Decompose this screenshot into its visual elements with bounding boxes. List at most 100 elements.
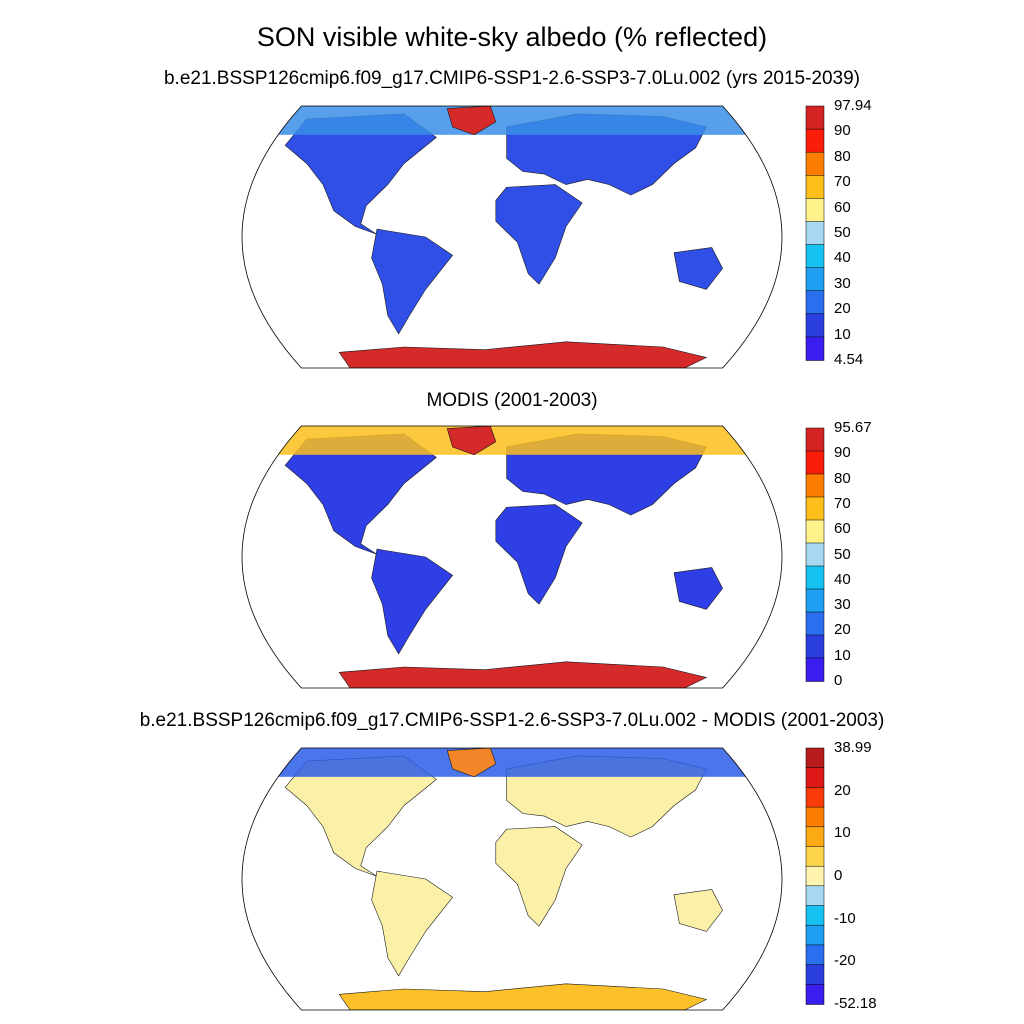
colorbar-segment <box>805 767 825 789</box>
map-frame <box>241 105 783 369</box>
colorbar-segment <box>805 806 825 828</box>
continent-greenland <box>446 426 497 456</box>
colorbar-label: 95.67 <box>834 419 872 436</box>
colorbar-segment <box>805 565 825 590</box>
colorbar-label: 90 <box>834 122 851 140</box>
colorbar-label: -52.18 <box>834 995 877 1012</box>
continent-africa <box>495 184 583 285</box>
continent-northamerica <box>284 433 437 555</box>
high-latitude-band <box>242 426 782 455</box>
continent-southamerica <box>371 228 454 335</box>
map-frame <box>241 425 783 689</box>
continent-greenland <box>446 106 497 136</box>
continent-southamerica <box>371 870 454 977</box>
colorbar-label: 90 <box>834 444 851 462</box>
continent-antarctica <box>338 983 708 1010</box>
colorbar-3 <box>805 747 825 1005</box>
colorbar-label: 30 <box>834 596 851 614</box>
colorbar-label: 60 <box>834 198 851 216</box>
colorbar-segment <box>805 267 825 292</box>
map-panel-3 <box>241 747 783 1011</box>
colorbar-segment <box>805 634 825 659</box>
colorbar-label: 70 <box>834 173 851 191</box>
colorbar-segment <box>805 427 825 452</box>
colorbar-segment <box>805 105 825 130</box>
colorbar-label: 80 <box>834 469 851 487</box>
continent-greenland <box>446 748 497 778</box>
colorbar-segment <box>805 924 825 946</box>
colorbar-segment <box>805 611 825 636</box>
colorbar-label: 50 <box>834 545 851 563</box>
colorbar-segment <box>805 244 825 269</box>
colorbar-label: 70 <box>834 494 851 512</box>
colorbar-segment <box>805 175 825 200</box>
map-frame <box>241 747 783 1011</box>
panel-3-subtitle: b.e21.BSSP126cmip6.f09_g17.CMIP6-SSP1-2.… <box>139 710 885 731</box>
high-latitude-band <box>242 106 782 135</box>
colorbar-segment <box>805 128 825 153</box>
land-fill <box>242 106 782 368</box>
continent-australia <box>673 247 723 290</box>
colorbar-segment <box>805 657 825 682</box>
colorbar-label: 38.99 <box>834 739 872 756</box>
colorbar-segment <box>805 542 825 567</box>
figure-title: SON visible white-sky albedo (% reflecte… <box>256 22 768 52</box>
colorbar-label: 0 <box>834 867 843 884</box>
colorbar-segment <box>805 519 825 544</box>
colorbar-label: -10 <box>834 909 856 927</box>
continent-australia <box>673 567 723 610</box>
colorbar-label: 20 <box>834 781 851 799</box>
colorbar-label: 20 <box>834 300 851 318</box>
colorbar-segment <box>805 588 825 613</box>
land-fill <box>242 426 782 688</box>
colorbar-segment <box>805 787 825 808</box>
colorbar-label: 30 <box>834 274 851 292</box>
high-latitude-band <box>242 748 782 777</box>
colorbar-segment <box>805 964 825 986</box>
land-fill <box>242 748 782 1010</box>
colorbar-segment <box>805 313 825 338</box>
colorbar-segment <box>805 905 825 926</box>
colorbar-label: 10 <box>834 325 851 343</box>
panel-2-subtitle: MODIS (2001-2003) <box>426 390 598 411</box>
colorbar-label: 10 <box>834 646 851 664</box>
panel-1-subtitle: b.e21.BSSP126cmip6.f09_g17.CMIP6-SSP1-2.… <box>163 68 861 89</box>
continent-antarctica <box>338 661 708 688</box>
colorbar-label: -20 <box>834 952 856 970</box>
colorbar-segment <box>805 221 825 246</box>
colorbar-label: 20 <box>834 621 851 639</box>
colorbar-segment <box>805 846 825 867</box>
colorbar-segment <box>805 826 825 848</box>
colorbar-1 <box>805 105 825 361</box>
continent-australia <box>673 889 723 932</box>
colorbar-segment <box>805 747 825 769</box>
continent-africa <box>495 826 583 927</box>
continent-southamerica <box>371 548 454 655</box>
colorbar-label: 0 <box>834 672 843 689</box>
continent-northamerica <box>284 755 437 877</box>
colorbar-segment <box>805 865 825 887</box>
colorbar-segment <box>805 336 825 361</box>
continent-antarctica <box>338 341 708 368</box>
colorbar-label: 10 <box>834 824 851 842</box>
colorbar-label: 50 <box>834 224 851 241</box>
continent-northamerica <box>284 113 437 235</box>
colorbar-segment <box>805 198 825 223</box>
map-panel-2 <box>241 425 783 689</box>
colorbar-segment <box>805 885 825 907</box>
colorbar-label: 80 <box>834 147 851 165</box>
colorbar-2 <box>805 427 825 682</box>
colorbar-label: 60 <box>834 520 851 538</box>
colorbar-segment <box>805 473 825 498</box>
colorbar-segment <box>805 984 825 1005</box>
colorbar-segment <box>805 290 825 315</box>
colorbar-label: 97.94 <box>834 97 872 114</box>
colorbar-segment <box>805 450 825 475</box>
colorbar-segment <box>805 151 825 177</box>
continent-africa <box>495 504 583 605</box>
map-panel-1 <box>241 105 783 369</box>
colorbar-segment <box>805 944 825 966</box>
colorbar-segment <box>805 496 825 521</box>
colorbar-label: 40 <box>834 570 851 588</box>
